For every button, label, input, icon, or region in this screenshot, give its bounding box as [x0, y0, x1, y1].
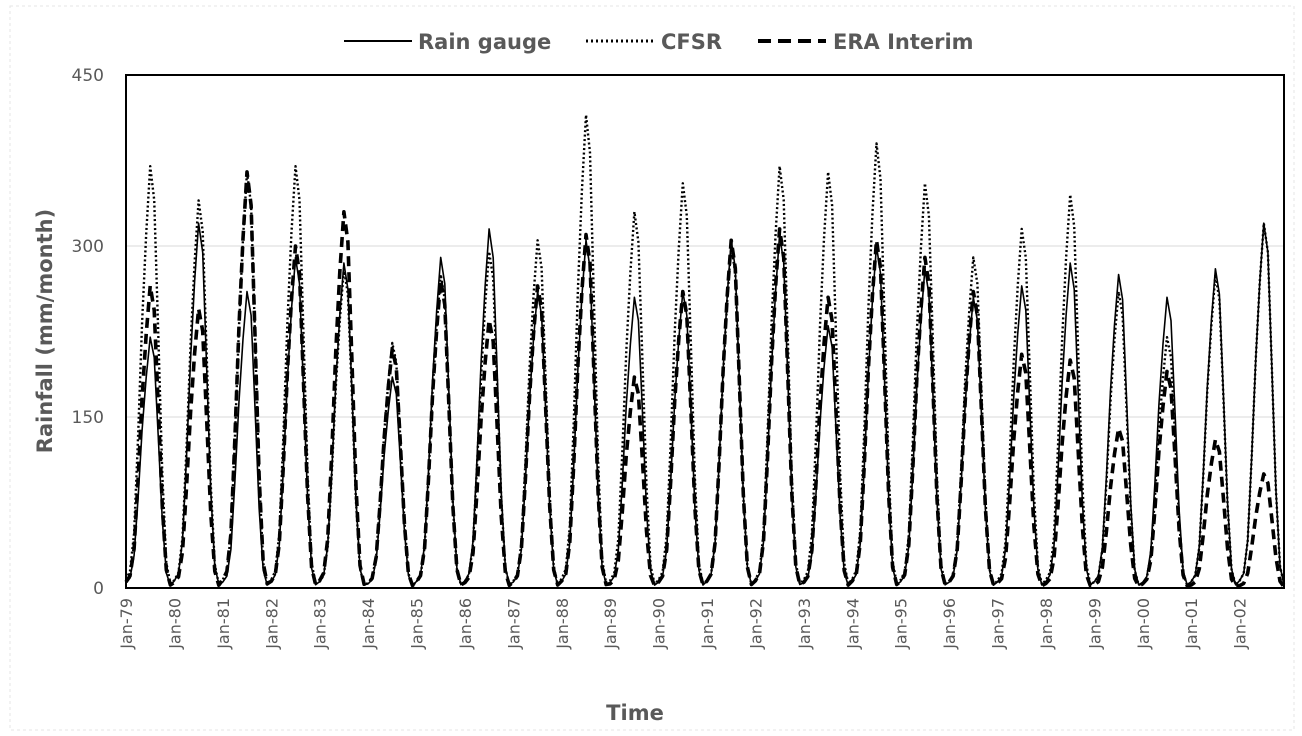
y-tick-labels: 0 150 300 450 — [72, 66, 104, 599]
chart-background — [9, 5, 1295, 731]
x-tick-labels: Jan-79 Jan-80 Jan-81 Jan-82 Jan-83 Jan-84 Jan-… — [117, 598, 1250, 650]
y-tick-label: 150 — [72, 408, 104, 428]
x-tick-label: Jan-02 — [1231, 598, 1250, 650]
gridlines — [126, 245, 1284, 418]
plot-area-frame — [125, 74, 1285, 589]
series-line-cfsr — [124, 113, 1286, 587]
x-tick-label: Jan-98 — [1037, 598, 1056, 650]
x-tick-label: Jan-00 — [1134, 598, 1153, 650]
x-tick-label: Jan-90 — [650, 598, 669, 650]
legend-label-cfsr: CFSR — [661, 30, 722, 54]
y-axis-title: Rainfall (mm/month) — [33, 209, 57, 453]
series-lines — [124, 113, 1286, 589]
x-tick-label: Jan-85 — [408, 598, 427, 650]
legend: Rain gauge CFSR ERA Interim — [344, 30, 974, 54]
legend-label-rain-gauge: Rain gauge — [418, 30, 551, 54]
x-tick-label: Jan-97 — [989, 598, 1008, 650]
x-tick-label: Jan-95 — [892, 598, 911, 650]
x-tick-label: Jan-87 — [504, 598, 523, 650]
x-tick-label: Jan-01 — [1182, 598, 1201, 650]
legend-label-era-interim: ERA Interim — [833, 30, 974, 54]
x-tick-label: Jan-88 — [553, 598, 572, 650]
x-axis-title: Time — [606, 701, 664, 725]
x-tick-label: Jan-99 — [1085, 598, 1104, 650]
x-tick-label: Jan-92 — [746, 598, 765, 650]
x-tick-label: Jan-93 — [795, 598, 814, 650]
x-tick-label: Jan-81 — [214, 598, 233, 650]
x-tick-label: Jan-89 — [601, 598, 620, 650]
x-tick-label: Jan-80 — [165, 598, 184, 650]
x-tick-label: Jan-84 — [359, 598, 378, 650]
x-tick-label: Jan-79 — [117, 598, 136, 650]
series-line-era-interim — [124, 170, 1286, 589]
y-tick-label: 300 — [72, 237, 104, 257]
x-tick-label: Jan-91 — [698, 598, 717, 650]
x-tick-label: Jan-82 — [262, 598, 281, 650]
x-tick-label: Jan-96 — [940, 598, 959, 650]
y-tick-label: 0 — [93, 579, 104, 599]
x-tick-label: Jan-94 — [843, 598, 862, 650]
x-tick-label: Jan-83 — [311, 598, 330, 650]
y-tick-label: 450 — [72, 66, 104, 86]
x-tick-label: Jan-86 — [456, 598, 475, 650]
